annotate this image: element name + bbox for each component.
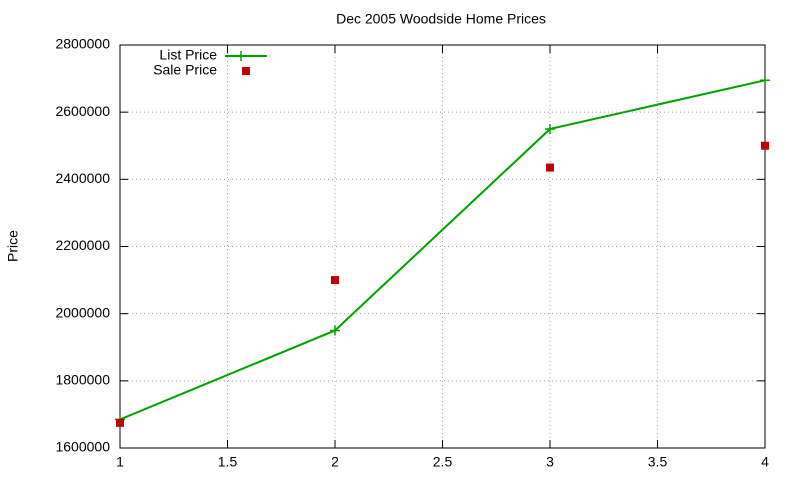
x-tick-label: 1.5 <box>218 454 238 470</box>
x-tick-label: 1 <box>116 454 124 470</box>
line <box>119 79 766 421</box>
y-tick-label: 2400000 <box>55 170 110 186</box>
point-marker <box>116 418 124 427</box>
legend-label: List Price <box>159 47 217 63</box>
x-tick-label: 3.5 <box>648 454 668 470</box>
y-axis-label: Price <box>5 230 21 262</box>
plot-border <box>119 44 766 449</box>
x-tick-label: 2 <box>331 454 339 470</box>
y-tick-label: 2200000 <box>55 237 110 253</box>
y-tick-label: 2000000 <box>55 304 110 320</box>
point-marker <box>760 75 770 86</box>
chart-title: Dec 2005 Woodside Home Prices <box>336 11 546 27</box>
point-marker <box>545 123 555 134</box>
point-marker <box>330 325 340 336</box>
x-tick-label: 4 <box>761 454 769 470</box>
x-tick-label: 3 <box>546 454 554 470</box>
y-tick-label: 2800000 <box>55 36 110 52</box>
y-tick-label: 1800000 <box>55 372 110 388</box>
y-tick-label: 2600000 <box>55 103 110 119</box>
x-tick-label: 2.5 <box>433 454 453 470</box>
point-marker <box>331 276 339 285</box>
point-marker <box>761 141 769 150</box>
legend-label: Sale Price <box>153 62 217 78</box>
legend-swatch <box>242 67 250 75</box>
point-marker <box>546 163 554 172</box>
legend-swatch <box>236 51 246 61</box>
y-tick-label: 1600000 <box>55 439 110 455</box>
